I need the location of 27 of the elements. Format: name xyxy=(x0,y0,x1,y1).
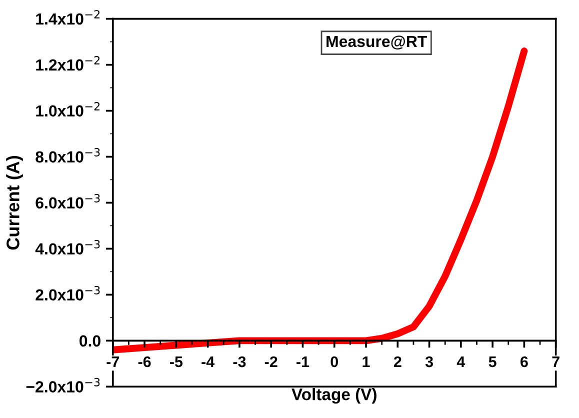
x-tick-label: 4 xyxy=(456,356,466,368)
x-axis-title: Voltage (V) xyxy=(292,388,376,404)
x-tick-label: -5 xyxy=(170,356,183,368)
y-tick-label: 6.0x10$^{−3}$ xyxy=(36,194,100,209)
x-tick-label: -7 xyxy=(106,356,120,368)
x-tick-label: 7 xyxy=(552,356,560,368)
x-tick-label: -1 xyxy=(296,356,310,368)
x-tick-label: 5 xyxy=(488,356,496,368)
x-tick-label: 3 xyxy=(425,356,433,368)
x-tick-label: 1 xyxy=(362,356,370,368)
y-tick-label: 2.0x10$^{−3}$ xyxy=(36,286,100,301)
x-tick-label: -6 xyxy=(138,356,151,368)
y-tick-label: 1.0x10$^{−2}$ xyxy=(36,102,100,117)
x-tick-label: -4 xyxy=(202,356,215,368)
y-tick-label: 8.0x10$^{−3}$ xyxy=(36,148,100,163)
y-tick-label: 4.0x10$^{−3}$ xyxy=(35,240,100,255)
y-tick-label: 1.2x10$^{−2}$ xyxy=(36,56,100,71)
x-tick-label: -2 xyxy=(264,356,278,368)
y-tick-label: 1.4x10$^{−2}$ xyxy=(36,10,100,25)
y-tick-label: −2.0x10$^{−3}$ xyxy=(26,378,100,392)
y-tick-label: 0.0 xyxy=(80,335,100,347)
x-tick-label: 2 xyxy=(394,356,402,368)
x-tick-label: 6 xyxy=(520,356,528,368)
annotation: Measure@RT xyxy=(326,36,428,50)
x-tick-label: -3 xyxy=(233,356,246,368)
y-axis-title: Current (A) xyxy=(6,156,23,250)
x-tick-label: 0 xyxy=(330,356,338,368)
